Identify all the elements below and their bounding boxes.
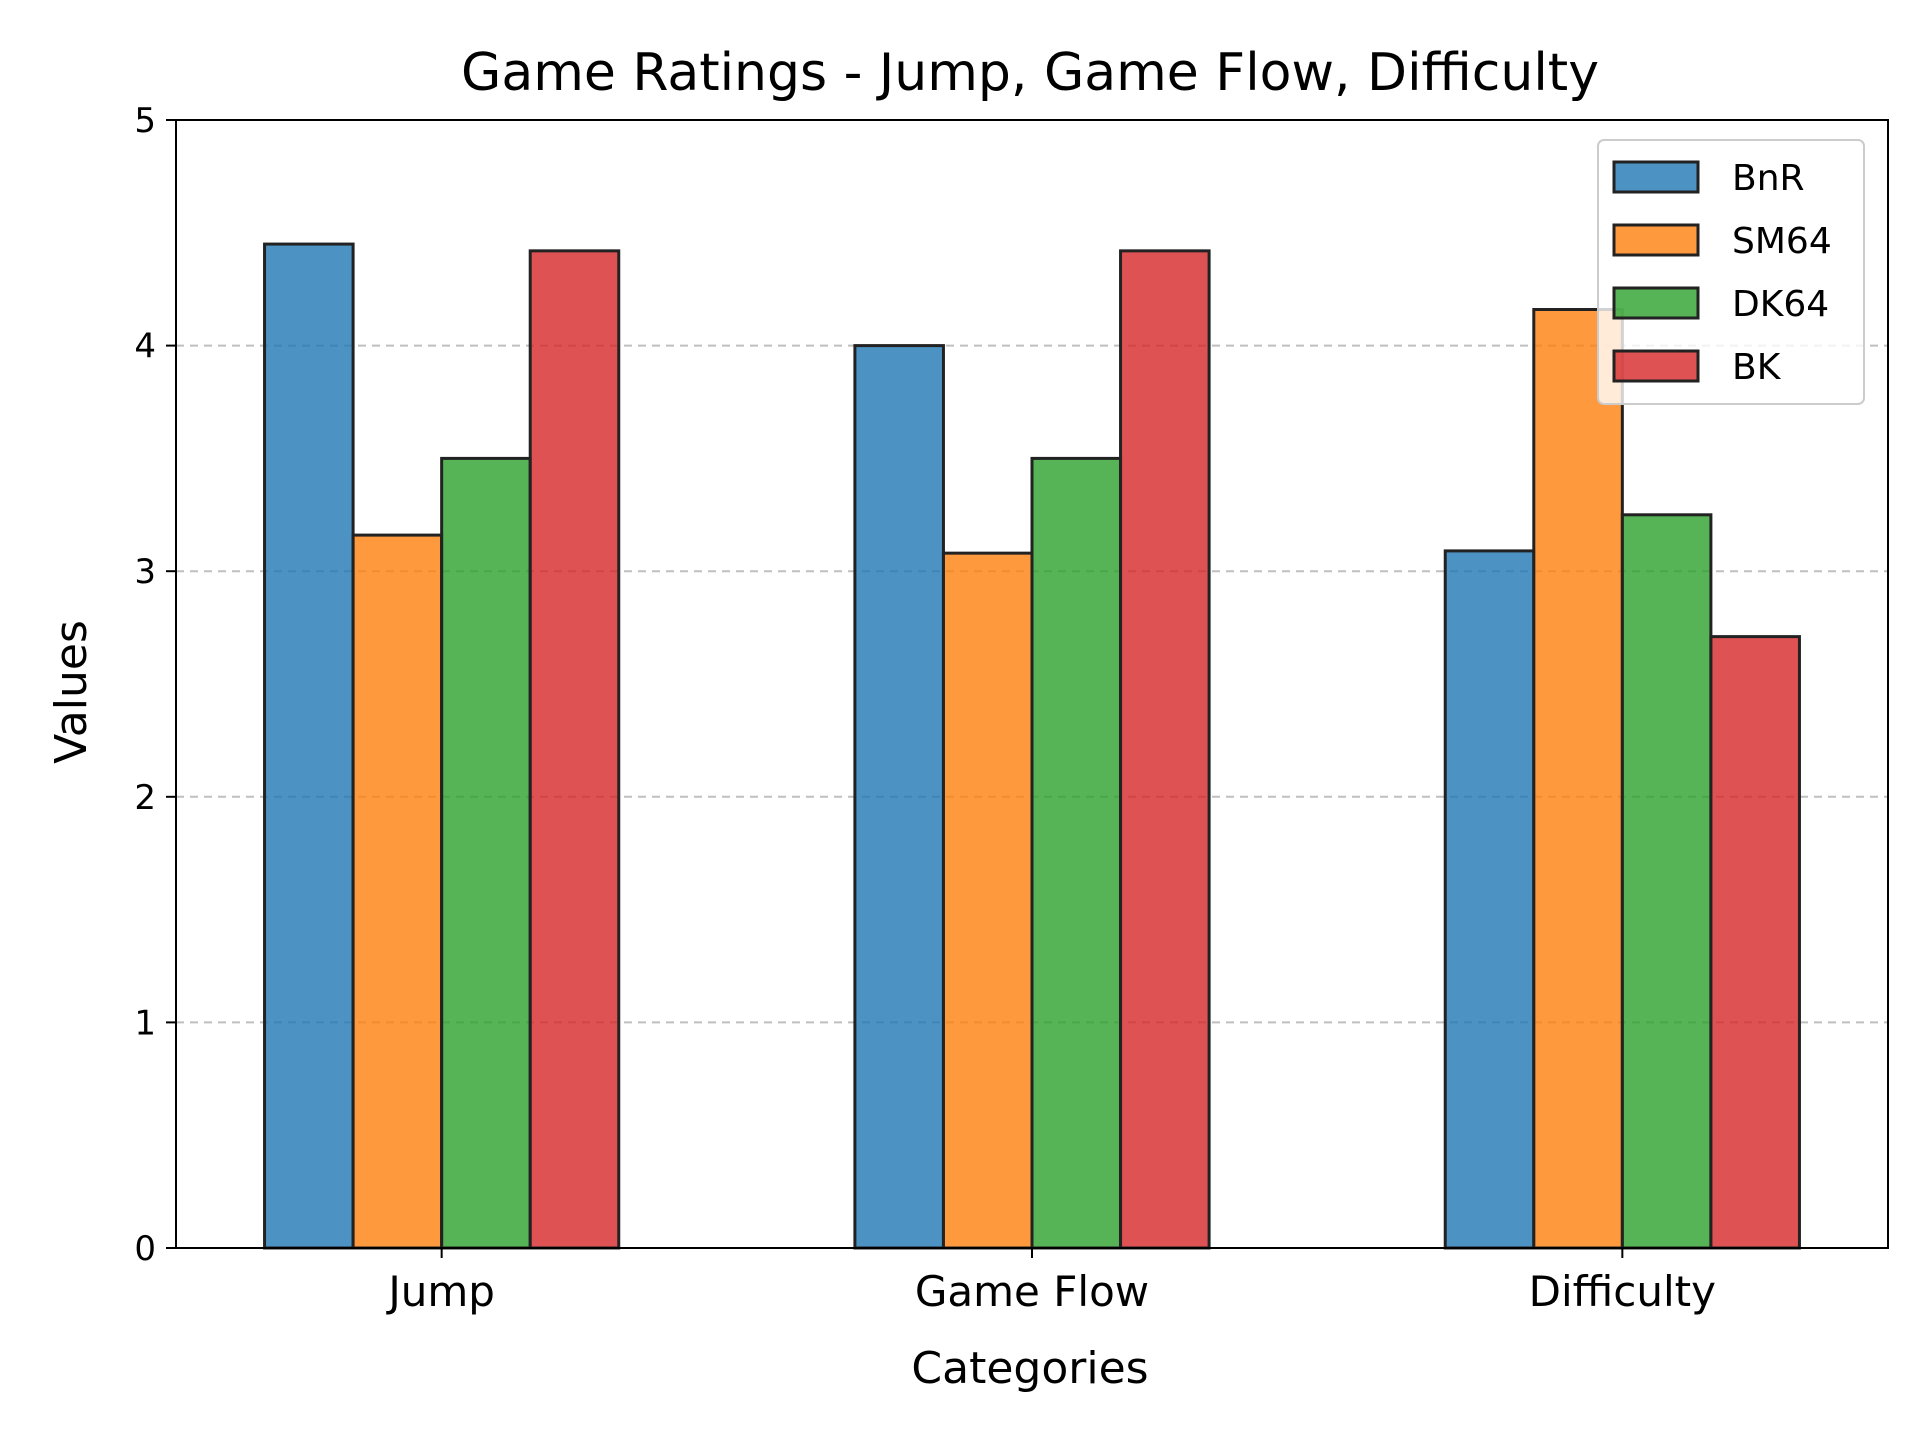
legend: BnR SM64 DK64 BK xyxy=(1597,139,1865,405)
legend-box xyxy=(1597,139,1865,405)
legend-swatch-bk xyxy=(1612,349,1700,383)
bar-bk-difficulty xyxy=(1709,635,1801,1250)
x-tick-label: Game Flow xyxy=(915,1267,1149,1316)
legend-label-bk: BK xyxy=(1732,347,1782,388)
bar-bnr-game-flow xyxy=(853,344,945,1250)
bar-bk-jump xyxy=(528,249,621,1250)
y-axis-ticks: 0 1 2 3 4 5 xyxy=(134,101,176,1269)
x-tick-label: Difficulty xyxy=(1529,1267,1716,1316)
chart-title: Game Ratings - Jump, Game Flow, Difficul… xyxy=(461,43,1599,103)
y-tick-label: 0 xyxy=(134,1229,156,1269)
y-tick-label: 3 xyxy=(134,552,156,592)
legend-swatch-sm64 xyxy=(1612,223,1700,257)
legend-label-dk64: DK64 xyxy=(1732,284,1829,325)
x-axis-ticks: Jump Game Flow Difficulty xyxy=(385,1248,1716,1316)
bar-sm64-game-flow xyxy=(941,551,1034,1250)
bar-sm64-difficulty xyxy=(1532,308,1624,1250)
bar-dk64-game-flow xyxy=(1030,456,1123,1250)
x-tick-label: Jump xyxy=(385,1267,495,1316)
y-axis-label: Values xyxy=(46,620,97,764)
y-tick-label: 4 xyxy=(134,327,156,367)
legend-label-bnr: BnR xyxy=(1732,158,1805,199)
y-tick-label: 5 xyxy=(134,101,156,141)
x-axis-label: Categories xyxy=(911,1343,1148,1394)
legend-label-sm64: SM64 xyxy=(1732,221,1832,262)
bar-bk-game-flow xyxy=(1119,249,1211,1250)
legend-swatch-dk64 xyxy=(1612,286,1700,320)
bar-dk64-difficulty xyxy=(1620,513,1713,1250)
bar-dk64-jump xyxy=(440,456,532,1250)
y-tick-label: 1 xyxy=(134,1003,156,1043)
bar-sm64-jump xyxy=(351,533,444,1250)
bar-bnr-difficulty xyxy=(1443,549,1536,1250)
y-tick-label: 2 xyxy=(134,778,156,818)
bar-bnr-jump xyxy=(263,242,355,1250)
legend-swatch-bnr xyxy=(1612,160,1700,194)
